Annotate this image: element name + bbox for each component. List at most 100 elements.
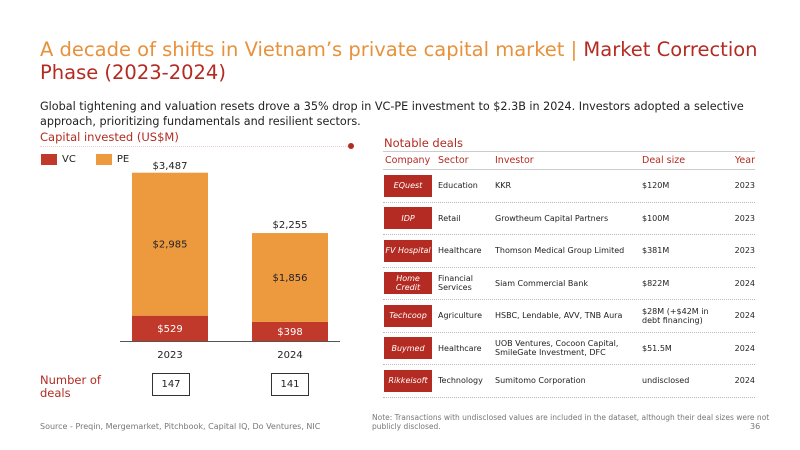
investor-cell-text: HSBC, Lendable, AVV, TNB Aura bbox=[495, 311, 623, 321]
sector-cell-text: Technology bbox=[438, 376, 483, 386]
table-row: Techcoop Agriculture HSBC, Lendable, AVV, … bbox=[383, 300, 755, 333]
deal-size-cell-text: undisclosed bbox=[642, 376, 690, 386]
company-cell: Home Credit bbox=[383, 272, 438, 295]
bar-label-vc-2023: $529 bbox=[157, 324, 182, 335]
bar-label-pe-2024: $1,856 bbox=[273, 273, 308, 284]
sector-cell: Agriculture bbox=[438, 311, 495, 320]
investor-cell: HSBC, Lendable, AVV, TNB Aura bbox=[495, 311, 642, 320]
footnote: Note: Transactions with undisclosed valu… bbox=[372, 413, 770, 431]
deal-size-cell: $100M bbox=[642, 214, 728, 223]
table-row: IDP Retail Growtheum Capital Partners $100M… bbox=[383, 203, 755, 235]
company-cell: FV Hospital bbox=[383, 239, 438, 262]
chart-section-label: Capital invested (US$M) bbox=[40, 130, 179, 144]
bar-vc-2024 bbox=[252, 321, 328, 341]
legend-swatch-pe bbox=[95, 154, 112, 165]
year-cell: 2024 bbox=[728, 376, 755, 385]
sector-cell: Retail bbox=[438, 214, 495, 223]
legend-item-vc: VC bbox=[41, 154, 76, 165]
sector-cell-text: Financial Services bbox=[438, 274, 474, 293]
deal-size-cell-text: $28M (+$42M in debt financing) bbox=[642, 306, 709, 325]
year-cell: 2024 bbox=[728, 311, 755, 320]
divider-line bbox=[40, 145, 350, 147]
bar-pe-2024 bbox=[252, 233, 328, 322]
company-badge: Rikkeisoft bbox=[384, 369, 432, 392]
table-row: Rikkeisoft Technology Sumitomo Corporation… bbox=[383, 365, 755, 398]
sector-cell-text: Agriculture bbox=[438, 311, 482, 321]
header-investor: Investor bbox=[495, 155, 534, 166]
deal-size-cell: $381M bbox=[642, 246, 728, 255]
deal-count-2024: 141 bbox=[271, 373, 309, 396]
sector-cell: Technology bbox=[438, 376, 495, 385]
investor-cell-text: KKR bbox=[495, 181, 512, 191]
table-row: Home Credit Financial Services Siam Commer… bbox=[383, 268, 755, 300]
investor-cell: Sumitomo Corporation bbox=[495, 376, 642, 385]
company-cell: Rikkeisoft bbox=[383, 369, 438, 392]
deal-size-cell: $51.5M bbox=[642, 344, 728, 353]
deal-size-cell-text: $120M bbox=[642, 181, 670, 191]
investor-cell-text: Siam Commercial Bank bbox=[495, 278, 589, 288]
year-cell-text: 2023 bbox=[734, 246, 755, 256]
deal-size-cell-text: $381M bbox=[642, 246, 670, 256]
table-row: FV Hospital Healthcare Thomson Medical Gro… bbox=[383, 235, 755, 268]
header-deal-size: Deal size bbox=[642, 155, 686, 166]
deals-section-label: Notable deals bbox=[384, 136, 464, 150]
title-part-1: A decade of shifts in Vietnam’s private … bbox=[40, 38, 584, 61]
page-title: A decade of shifts in Vietnam’s private … bbox=[40, 38, 780, 84]
capital-bar-chart: $529 $2,985 $3,487 2023 $398 $1,856 $2,255 2024 bbox=[120, 161, 340, 361]
company-badge: IDP bbox=[384, 207, 432, 230]
x-tick-label-2024: 2024 bbox=[277, 350, 302, 361]
table-row: EQuest Education KKR $120M 2023 bbox=[383, 170, 755, 203]
sector-cell: Healthcare bbox=[438, 246, 495, 255]
title-part-2: Market Correction Phase (2023-2024) bbox=[40, 38, 758, 84]
deal-size-cell: $822M bbox=[642, 279, 728, 288]
investor-cell: KKR bbox=[495, 181, 642, 190]
year-cell: 2023 bbox=[728, 246, 755, 255]
sector-cell-text: Education bbox=[438, 181, 478, 191]
legend-label-pe: PE bbox=[116, 154, 130, 165]
sector-cell-text: Healthcare bbox=[438, 246, 482, 256]
company-badge: EQuest bbox=[384, 174, 432, 197]
investor-cell: UOB Ventures, Cocoon Capital, SmileGate … bbox=[495, 339, 642, 357]
total-label-2024: $2,255 bbox=[273, 220, 308, 231]
sector-cell: Financial Services bbox=[438, 274, 495, 292]
investor-cell-text: UOB Ventures, Cocoon Capital, SmileGate … bbox=[495, 339, 619, 358]
year-cell: 2023 bbox=[728, 214, 755, 223]
header-year: Year bbox=[734, 155, 755, 166]
company-cell: Techcoop bbox=[383, 304, 438, 327]
bar-vc-2023 bbox=[132, 315, 208, 341]
divider-dot bbox=[348, 143, 354, 149]
company-cell: IDP bbox=[383, 207, 438, 230]
deal-size-cell: undisclosed bbox=[642, 376, 728, 385]
company-badge: FV Hospital bbox=[384, 239, 432, 262]
company-cell: EQuest bbox=[383, 174, 438, 197]
company-badge: Techcoop bbox=[384, 304, 432, 327]
year-cell: 2024 bbox=[728, 344, 755, 353]
sector-cell: Education bbox=[438, 181, 495, 190]
table-row: Buymed Healthcare UOB Ventures, Cocoon Cap… bbox=[383, 333, 755, 365]
deal-size-cell-text: $100M bbox=[642, 213, 670, 223]
year-cell-text: 2024 bbox=[734, 376, 755, 386]
year-cell-text: 2024 bbox=[734, 278, 755, 288]
investor-cell-text: Sumitomo Corporation bbox=[495, 376, 586, 386]
investor-cell: Thomson Medical Group Limited bbox=[495, 246, 642, 255]
investor-cell-text: Thomson Medical Group Limited bbox=[495, 246, 625, 256]
page-number: 36 bbox=[750, 422, 761, 431]
total-label-2023: $3,487 bbox=[153, 161, 188, 172]
notable-deals-table: Company Sector Investor Deal size Year E… bbox=[383, 151, 755, 398]
deal-count-2023: 147 bbox=[152, 373, 190, 396]
header-sector: Sector bbox=[438, 155, 469, 166]
legend-item-pe: PE bbox=[95, 154, 130, 165]
legend-swatch-vc bbox=[41, 154, 57, 165]
year-cell: 2023 bbox=[728, 181, 755, 190]
sector-cell-text: Healthcare bbox=[438, 343, 482, 353]
year-cell-text: 2023 bbox=[734, 213, 755, 223]
year-cell-text: 2023 bbox=[734, 181, 755, 191]
company-badge: Home Credit bbox=[384, 272, 432, 295]
page-subtitle: Global tightening and valuation resets d… bbox=[40, 100, 744, 128]
company-badge: Buymed bbox=[384, 337, 432, 360]
chart-legend: VC PE bbox=[41, 154, 149, 165]
year-cell-text: 2024 bbox=[734, 343, 755, 353]
company-cell: Buymed bbox=[383, 337, 438, 360]
x-tick-label-2023: 2023 bbox=[157, 350, 182, 361]
investor-cell-text: Growtheum Capital Partners bbox=[495, 213, 609, 223]
